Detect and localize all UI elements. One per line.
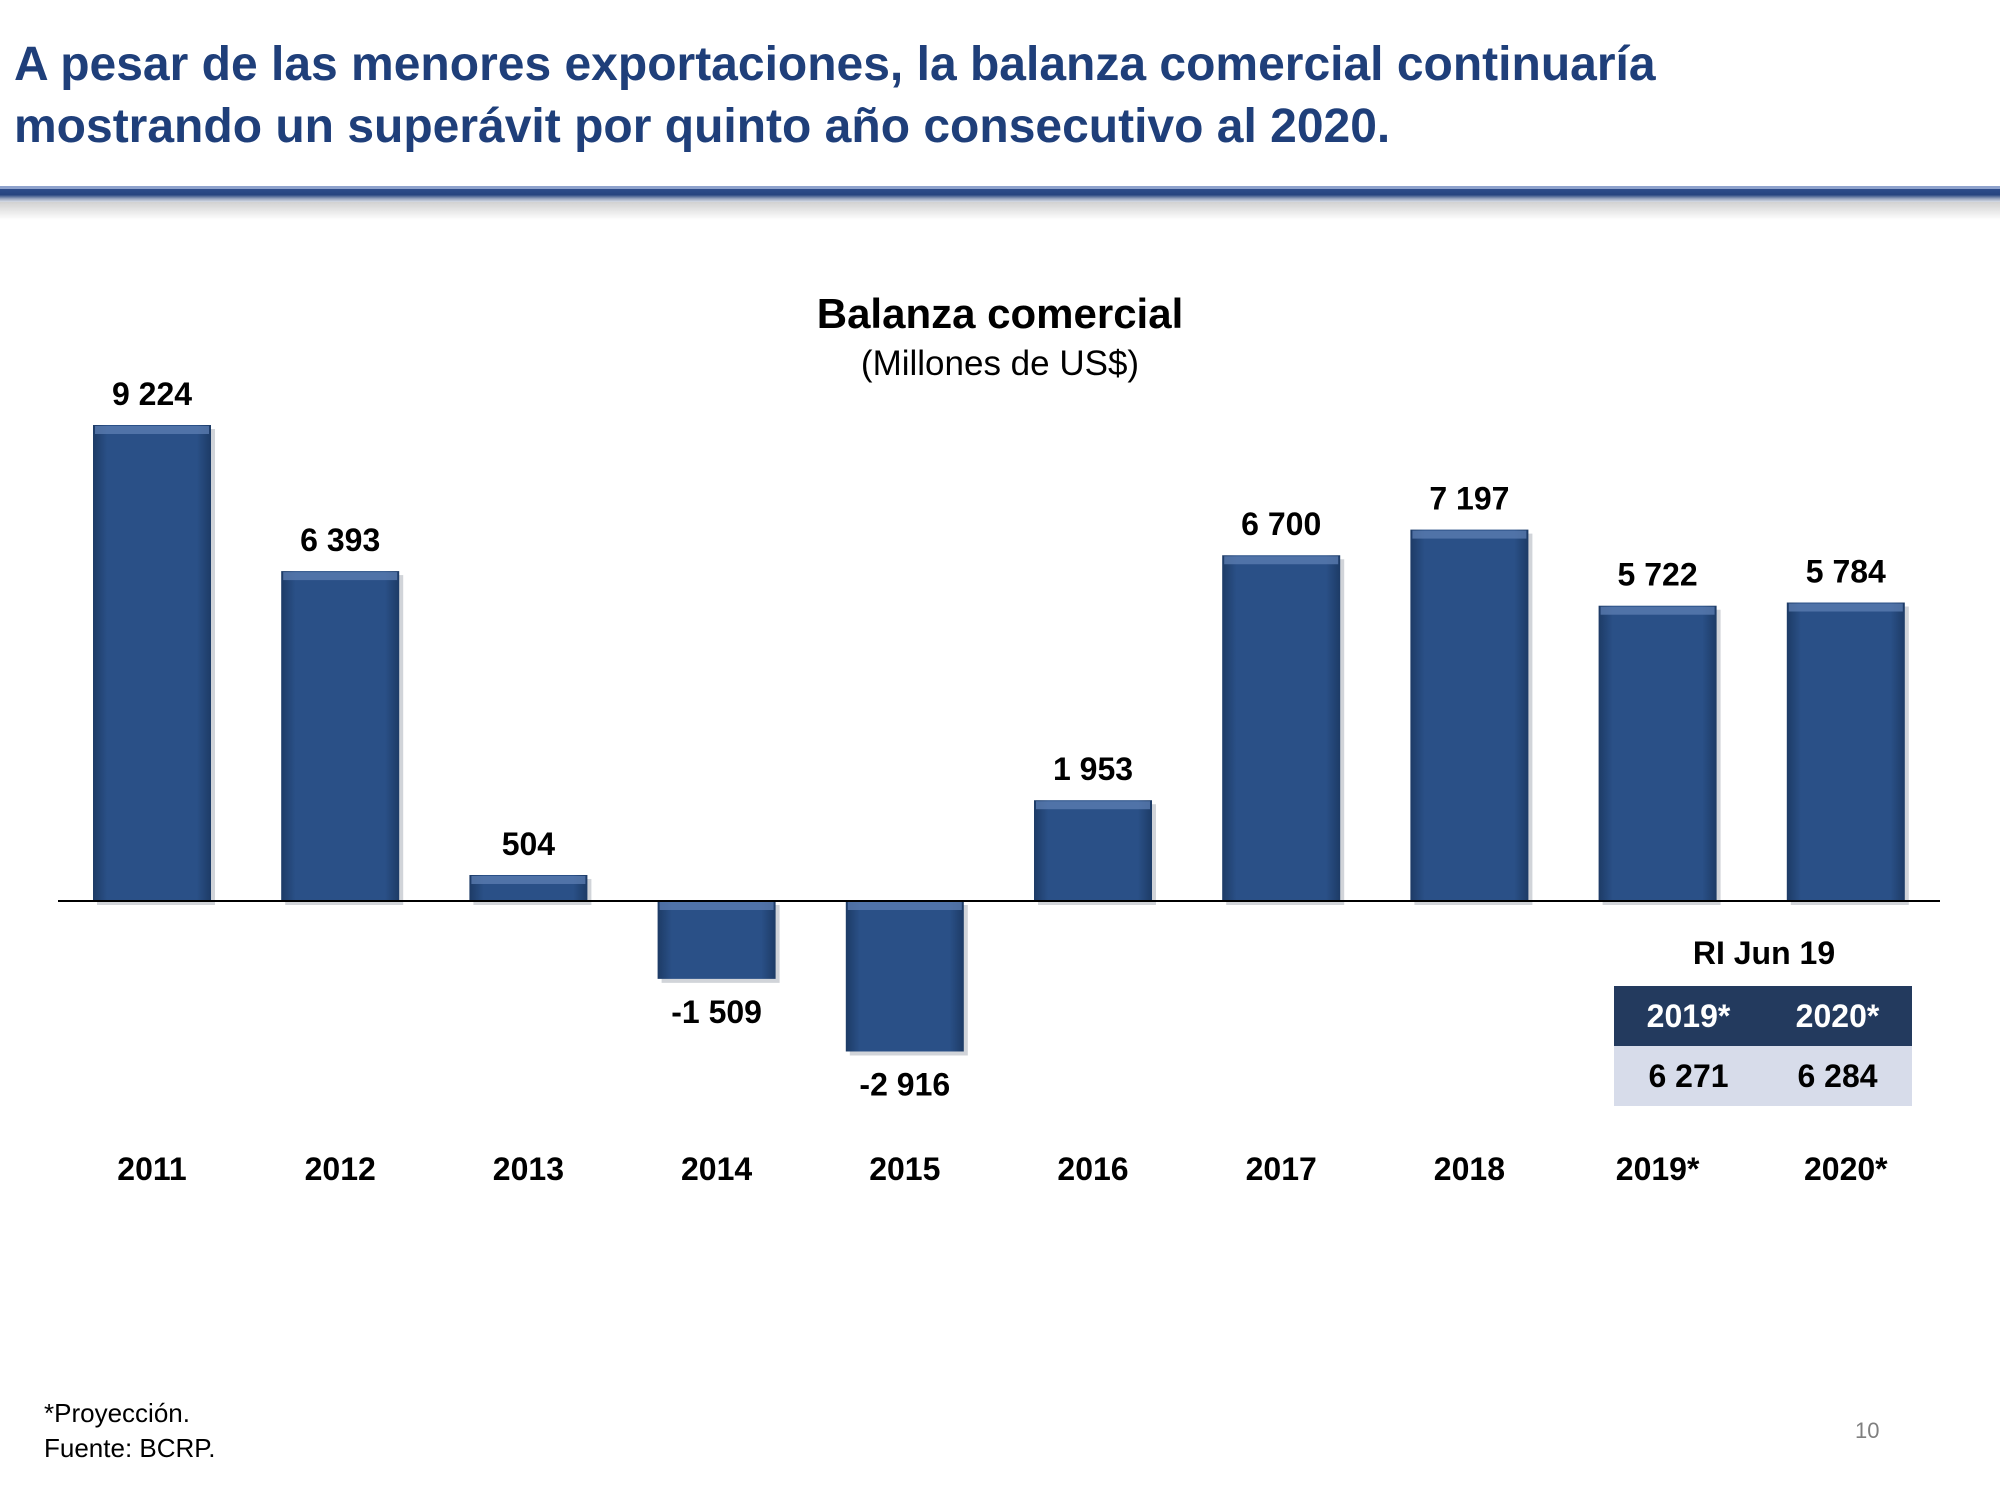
data-label: 5 784 [1806,554,1886,590]
data-label: 504 [502,826,556,862]
ri-table-header-row: 2019* 2020* [1614,986,1912,1046]
bar-bevel [659,902,774,910]
category-label: 2017 [1246,1151,1317,1187]
ri-projection-table: 2019* 2020* 6 271 6 284 [1614,986,1912,1106]
bar-2014 [657,901,776,979]
ri-table-title: RI Jun 19 [1692,935,1836,971]
bar-2012 [281,571,400,901]
category-label: 2019* [1616,1151,1700,1187]
data-label: 5 722 [1618,557,1698,593]
category-label: 2018 [1434,1151,1505,1187]
category-label: 2015 [869,1151,940,1187]
data-label: -2 916 [859,1066,950,1102]
footnote: *Proyección. Fuente: BCRP. [44,1396,216,1466]
bar-bevel [1036,801,1150,810]
slide-title-line-2: mostrando un superávit por quinto año co… [14,100,1391,153]
data-label: -1 509 [671,994,762,1030]
category-label: 2016 [1057,1151,1128,1187]
slide-title-line-1: A pesar de las menores exportaciones, la… [14,38,1656,91]
bar-2015 [845,901,964,1052]
slide-title: A pesar de las menores exportaciones, la… [14,34,1914,158]
category-label: 2020* [1804,1151,1888,1187]
data-label: 1 953 [1053,751,1133,787]
bar-2017 [1222,555,1341,901]
ri-table-value-2019: 6 271 [1614,1046,1763,1106]
chart-title: Balanza comercial [816,290,1184,337]
data-label: 6 700 [1241,506,1321,542]
bar-bevel [95,426,209,434]
title-divider-shadow [0,202,2000,220]
bar-bevel [1224,556,1339,565]
ri-table-value-row: 6 271 6 284 [1614,1046,1912,1106]
footnote-source: Fuente: BCRP. [44,1433,216,1463]
bar-bevel [283,572,398,581]
data-label: 6 393 [300,522,380,558]
category-label: 2011 [117,1151,186,1187]
footnote-projection: *Proyección. [44,1398,190,1428]
bar-bevel [847,902,962,910]
bar-2011 [93,425,211,901]
bar-bevel [1412,530,1527,539]
page-number: 10 [1855,1418,1880,1443]
bar-bevel [471,875,586,884]
category-label: 2013 [493,1151,564,1187]
ri-table-header-2019: 2019* [1614,986,1763,1046]
category-label: 2014 [681,1151,752,1187]
ri-table-value-2020: 6 284 [1763,1046,1912,1106]
title-divider-highlight [0,186,2000,189]
bar-2016 [1034,800,1152,901]
bar-bevel [1600,606,1715,615]
category-label: 2012 [305,1151,376,1187]
title-divider [0,186,2000,202]
bar-2018 [1410,529,1529,901]
bar-2020 [1786,602,1905,901]
ri-table-header-2020: 2020* [1763,986,1912,1046]
data-label: 9 224 [112,376,192,412]
bar-bevel [1788,603,1903,612]
chart-subtitle: (Millones de US$) [860,344,1140,383]
data-label: 7 197 [1429,481,1509,517]
bar-2019 [1598,605,1717,901]
